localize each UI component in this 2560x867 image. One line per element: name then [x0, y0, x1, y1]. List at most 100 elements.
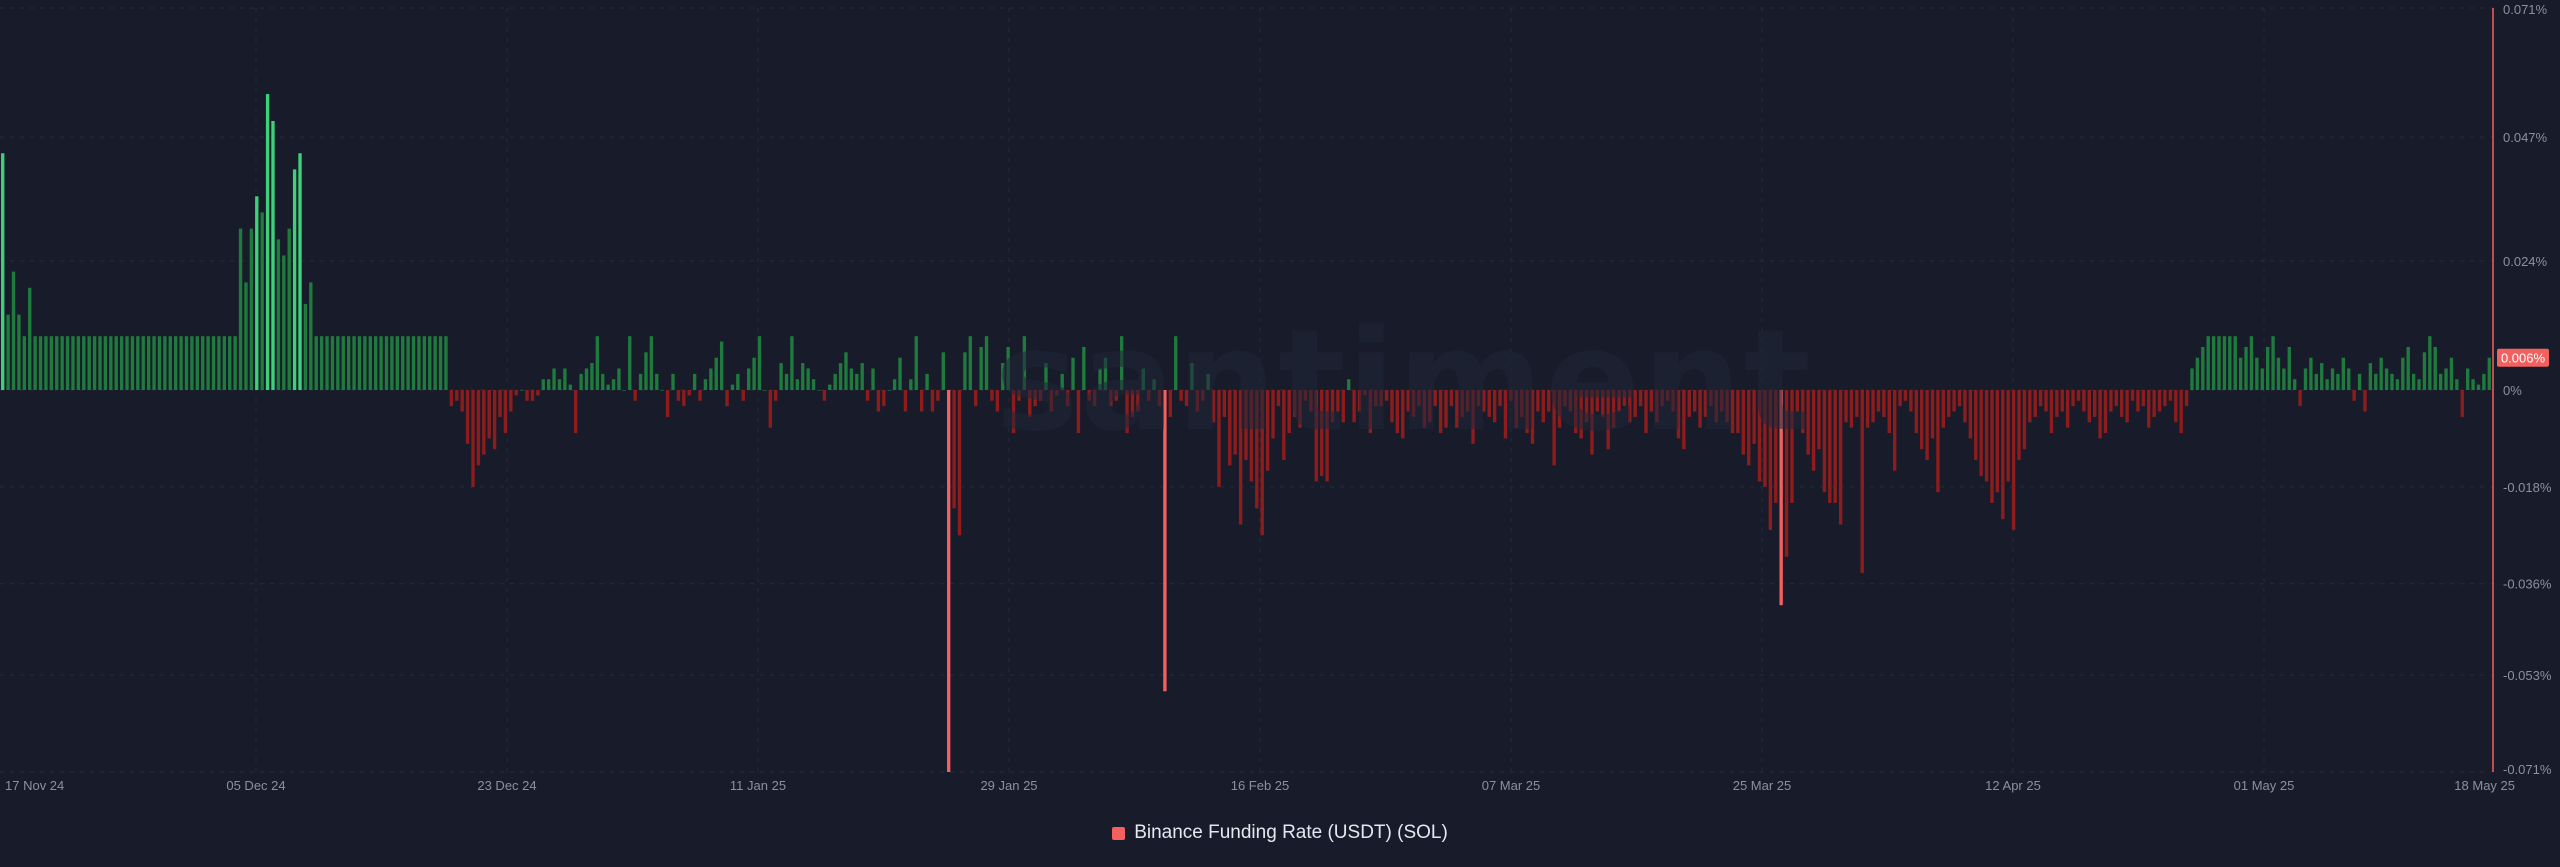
- funding-rate-bar[interactable]: [2255, 357, 2259, 390]
- funding-rate-bar[interactable]: [1622, 390, 1627, 407]
- funding-rate-bar[interactable]: [2028, 390, 2032, 423]
- funding-rate-bar[interactable]: [455, 390, 459, 401]
- funding-rate-bar[interactable]: [2455, 379, 2459, 390]
- funding-rate-bar[interactable]: [2184, 390, 2189, 407]
- funding-rate-bar[interactable]: [676, 390, 681, 401]
- funding-rate-bar[interactable]: [282, 255, 286, 390]
- funding-rate-bar[interactable]: [1779, 390, 1783, 606]
- funding-rate-bar[interactable]: [1849, 390, 1854, 428]
- funding-rate-bar[interactable]: [2314, 373, 2318, 390]
- funding-rate-bar[interactable]: [1065, 390, 1070, 407]
- funding-rate-bar[interactable]: [801, 363, 805, 390]
- funding-rate-bar[interactable]: [2201, 346, 2205, 390]
- funding-rate-bar[interactable]: [2130, 390, 2135, 401]
- funding-rate-bar[interactable]: [341, 336, 345, 390]
- funding-rate-bar[interactable]: [374, 336, 378, 390]
- funding-rate-bar[interactable]: [1703, 390, 1708, 417]
- funding-rate-bar[interactable]: [519, 390, 524, 391]
- funding-rate-bar[interactable]: [1017, 390, 1021, 401]
- funding-rate-bar[interactable]: [428, 336, 432, 390]
- funding-rate-bar[interactable]: [752, 357, 756, 390]
- funding-rate-bar[interactable]: [2136, 390, 2140, 412]
- funding-rate-bar[interactable]: [141, 336, 145, 390]
- funding-rate-bar[interactable]: [590, 363, 594, 390]
- funding-rate-bar[interactable]: [703, 379, 708, 390]
- funding-rate-bar[interactable]: [1547, 390, 1551, 412]
- funding-rate-bar[interactable]: [1887, 390, 1891, 434]
- funding-rate-bar[interactable]: [2147, 390, 2151, 428]
- funding-rate-bar[interactable]: [482, 390, 486, 455]
- funding-rate-bar[interactable]: [1503, 390, 1508, 439]
- funding-rate-bar[interactable]: [1941, 390, 1946, 428]
- funding-rate-bar[interactable]: [952, 390, 956, 509]
- funding-rate-bar[interactable]: [1109, 390, 1113, 407]
- funding-rate-bar[interactable]: [741, 390, 745, 401]
- funding-rate-bar[interactable]: [1584, 390, 1589, 423]
- funding-rate-bar[interactable]: [1119, 336, 1124, 390]
- funding-rate-bar[interactable]: [2141, 390, 2146, 407]
- funding-rate-bar[interactable]: [2033, 390, 2037, 417]
- funding-rate-bar[interactable]: [1195, 390, 1200, 412]
- funding-rate-bar[interactable]: [871, 368, 875, 390]
- funding-rate-bar[interactable]: [401, 336, 405, 390]
- funding-rate-bar[interactable]: [76, 336, 81, 390]
- funding-rate-bar[interactable]: [2471, 379, 2475, 390]
- funding-rate-bar[interactable]: [530, 390, 535, 401]
- funding-rate-bar[interactable]: [795, 379, 800, 390]
- funding-rate-bar[interactable]: [509, 390, 513, 412]
- funding-rate-bar[interactable]: [1957, 390, 1962, 407]
- funding-rate-bar[interactable]: [1282, 390, 1286, 460]
- funding-rate-bar[interactable]: [1271, 390, 1275, 439]
- funding-rate-bar[interactable]: [1514, 390, 1518, 428]
- funding-rate-bar[interactable]: [1557, 390, 1562, 428]
- funding-rate-bar[interactable]: [2374, 373, 2378, 390]
- funding-rate-bar[interactable]: [779, 363, 783, 390]
- funding-rate-bar[interactable]: [92, 336, 97, 390]
- funding-rate-bar[interactable]: [2347, 368, 2351, 390]
- funding-rate-bar[interactable]: [44, 336, 48, 390]
- funding-rate-bar[interactable]: [1784, 390, 1789, 557]
- funding-rate-bar[interactable]: [2428, 336, 2432, 390]
- funding-rate-bar[interactable]: [914, 336, 918, 390]
- funding-rate-bar[interactable]: [2179, 390, 2183, 434]
- funding-rate-bar[interactable]: [1882, 390, 1886, 417]
- funding-rate-bar[interactable]: [1925, 390, 1929, 460]
- funding-rate-bar[interactable]: [990, 390, 994, 401]
- funding-rate-bar[interactable]: [103, 336, 108, 390]
- funding-rate-bar[interactable]: [1995, 390, 2000, 493]
- funding-rate-bar[interactable]: [2001, 390, 2005, 520]
- funding-rate-bar[interactable]: [687, 390, 691, 396]
- funding-rate-bar[interactable]: [346, 336, 351, 390]
- funding-rate-bar[interactable]: [168, 336, 172, 390]
- funding-rate-bar[interactable]: [1347, 379, 1351, 390]
- funding-rate-bar[interactable]: [1352, 390, 1356, 423]
- funding-rate-bar[interactable]: [2476, 384, 2481, 390]
- funding-rate-bar[interactable]: [1709, 390, 1713, 407]
- funding-rate-bar[interactable]: [1903, 390, 1908, 401]
- funding-rate-bar[interactable]: [1638, 390, 1643, 407]
- funding-rate-bar[interactable]: [1033, 390, 1037, 407]
- funding-rate-bar[interactable]: [822, 390, 827, 401]
- funding-rate-bar[interactable]: [709, 368, 713, 390]
- funding-rate-bar[interactable]: [1492, 390, 1497, 423]
- funding-rate-bar[interactable]: [2309, 357, 2313, 390]
- funding-rate-bar[interactable]: [2049, 390, 2054, 434]
- funding-rate-bar[interactable]: [2357, 373, 2362, 390]
- funding-rate-bar[interactable]: [995, 390, 1000, 412]
- funding-rate-bar[interactable]: [860, 363, 864, 390]
- funding-rate-bar[interactable]: [628, 336, 632, 390]
- funding-rate-bar[interactable]: [1536, 390, 1540, 412]
- funding-rate-bar[interactable]: [1920, 390, 1924, 450]
- funding-rate-bar[interactable]: [2103, 390, 2108, 434]
- funding-rate-bar[interactable]: [595, 336, 599, 390]
- funding-rate-bar[interactable]: [838, 363, 843, 390]
- funding-rate-bar[interactable]: [2465, 368, 2470, 390]
- funding-rate-bar[interactable]: [314, 336, 318, 390]
- funding-rate-bar[interactable]: [698, 390, 702, 401]
- funding-rate-bar[interactable]: [1692, 390, 1697, 412]
- funding-rate-bar[interactable]: [2174, 390, 2178, 423]
- funding-rate-bar[interactable]: [1363, 390, 1367, 396]
- funding-rate-bar[interactable]: [265, 94, 270, 391]
- funding-rate-bar[interactable]: [152, 336, 156, 390]
- funding-rate-bar[interactable]: [2303, 368, 2308, 390]
